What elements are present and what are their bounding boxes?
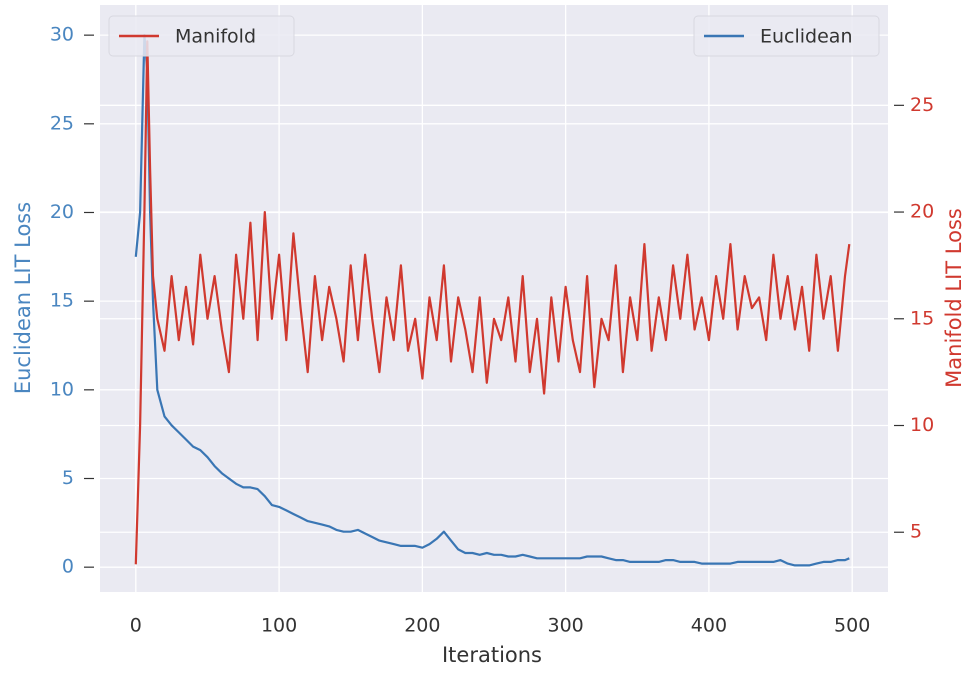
line-series (134, 34, 850, 567)
x-axis-label: Iterations (442, 643, 542, 667)
y2-tick-label: 25 (910, 94, 934, 116)
y2-tick-label: 15 (910, 307, 934, 329)
y-tick-label: 5 (62, 467, 74, 489)
line-series (134, 40, 851, 565)
y2-tick-label: 20 (910, 201, 934, 223)
x-tick-label: 500 (834, 615, 870, 637)
y-tick-label: 20 (50, 201, 74, 223)
legend-label: Euclidean (760, 26, 853, 48)
y2-tick-label: 5 (910, 521, 922, 543)
y-axis-label: Euclidean LIT Loss (11, 202, 35, 394)
y-tick-label: 0 (62, 556, 74, 578)
y-tick-label: 15 (50, 290, 74, 312)
x-tick-label: 0 (130, 615, 142, 637)
legend-box (693, 15, 880, 57)
legend: Euclidean (693, 15, 880, 57)
legend-label: Manifold (175, 26, 256, 48)
x-tick-label: 300 (548, 615, 584, 637)
legend-box (108, 15, 295, 57)
y-tick-label: 25 (50, 112, 74, 134)
legend: Manifold (108, 15, 295, 57)
plot-area (100, 5, 888, 592)
y2-axis-label: Manifold LIT Loss (942, 208, 966, 388)
y-tick-label: 10 (50, 378, 74, 400)
x-tick-label: 100 (261, 615, 297, 637)
x-tick-label: 400 (691, 615, 727, 637)
x-tick-label: 200 (404, 615, 440, 637)
y2-tick-label: 10 (910, 414, 934, 436)
y-tick-label: 30 (50, 24, 74, 46)
